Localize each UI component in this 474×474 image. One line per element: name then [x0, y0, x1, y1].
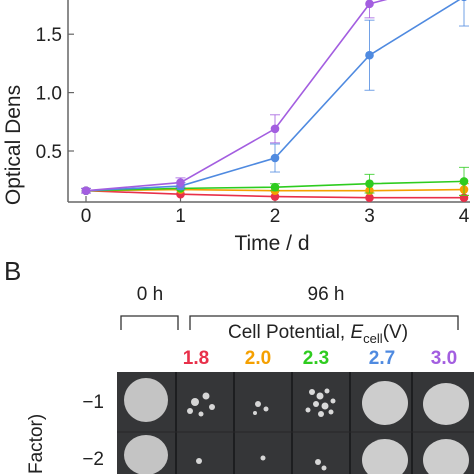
potential-label-2.0: 2.0 — [245, 348, 271, 369]
y-tick-label: 1.5 — [36, 25, 62, 46]
spot-0h-row2 — [124, 435, 168, 474]
series-4 — [81, 0, 469, 196]
spot-3.0-row2 — [423, 439, 469, 474]
potential-label-2.7: 2.7 — [369, 348, 395, 369]
data-point — [365, 193, 374, 203]
colonies-1.8-row1 — [187, 392, 215, 417]
spot-2.7-row1 — [362, 381, 408, 425]
row-label-1: −1 — [82, 392, 104, 413]
row-label-2: −2 — [82, 449, 104, 470]
x-tick-label: 3 — [364, 206, 375, 227]
bracket-96h — [189, 315, 459, 330]
spots-row-2 — [124, 435, 469, 474]
colonies-2.3-row2 — [315, 459, 327, 471]
colonies-1.8-row2 — [196, 458, 202, 464]
x-tick-label: 0 — [81, 206, 92, 227]
dilution-axis-label: Factor) — [26, 414, 47, 474]
data-point — [270, 153, 280, 163]
potential-label-2.3: 2.3 — [303, 348, 329, 369]
y-ticks: 0.5 1.0 1.5 — [36, 25, 74, 163]
data-point — [461, 0, 467, 2]
potential-label-3.0: 3.0 — [431, 348, 457, 369]
spot-2.7-row2 — [362, 439, 408, 474]
potential-labels: 1.8 2.0 2.3 2.7 3.0 — [183, 348, 457, 369]
data-point — [365, 0, 374, 9]
x-tick-label: 2 — [270, 206, 281, 227]
data-point — [270, 182, 280, 192]
data-point — [365, 50, 374, 60]
time-label-96h: 96 h — [308, 284, 345, 305]
series-5 — [81, 0, 388, 196]
data-point — [459, 177, 469, 186]
x-tick-label: 4 — [459, 206, 470, 227]
cell-potential-label: Cell Potential, Ecell(V) — [228, 322, 408, 346]
plate-photo-shade — [117, 372, 474, 474]
spot-0h-row1 — [124, 378, 168, 422]
x-axis-title: Time / d — [234, 232, 309, 255]
panel-label-b: B — [4, 256, 21, 286]
colonies-2.0-row2 — [260, 455, 266, 461]
potential-label-1.8: 1.8 — [183, 348, 209, 369]
data-point — [81, 186, 91, 196]
bracket-0h — [120, 315, 179, 330]
data-point — [270, 124, 280, 134]
lane-dividers — [117, 372, 474, 474]
y-tick-label: 1.0 — [36, 84, 62, 105]
series-layer — [81, 0, 469, 203]
spots-row-1 — [124, 378, 469, 425]
spot-3.0-row1 — [423, 383, 469, 425]
y-axis-title: Optical Dens — [2, 85, 25, 205]
colonies-2.3-row1 — [305, 388, 336, 417]
x-tick-label: 1 — [175, 206, 186, 227]
time-label-0h: 0 h — [137, 284, 163, 305]
y-tick-label: 0.5 — [36, 142, 62, 163]
data-point — [365, 179, 374, 189]
plate-panel: B 0 h 96 h Cell Potential, Ecell(V) 1.8 2… — [4, 256, 474, 474]
data-point — [176, 178, 185, 187]
colonies-2.0-row1 — [253, 401, 269, 415]
growth-chart: Optical Dens 0.5 1.0 1.5 0 1 2 3 4 Time / d — [2, 0, 470, 255]
